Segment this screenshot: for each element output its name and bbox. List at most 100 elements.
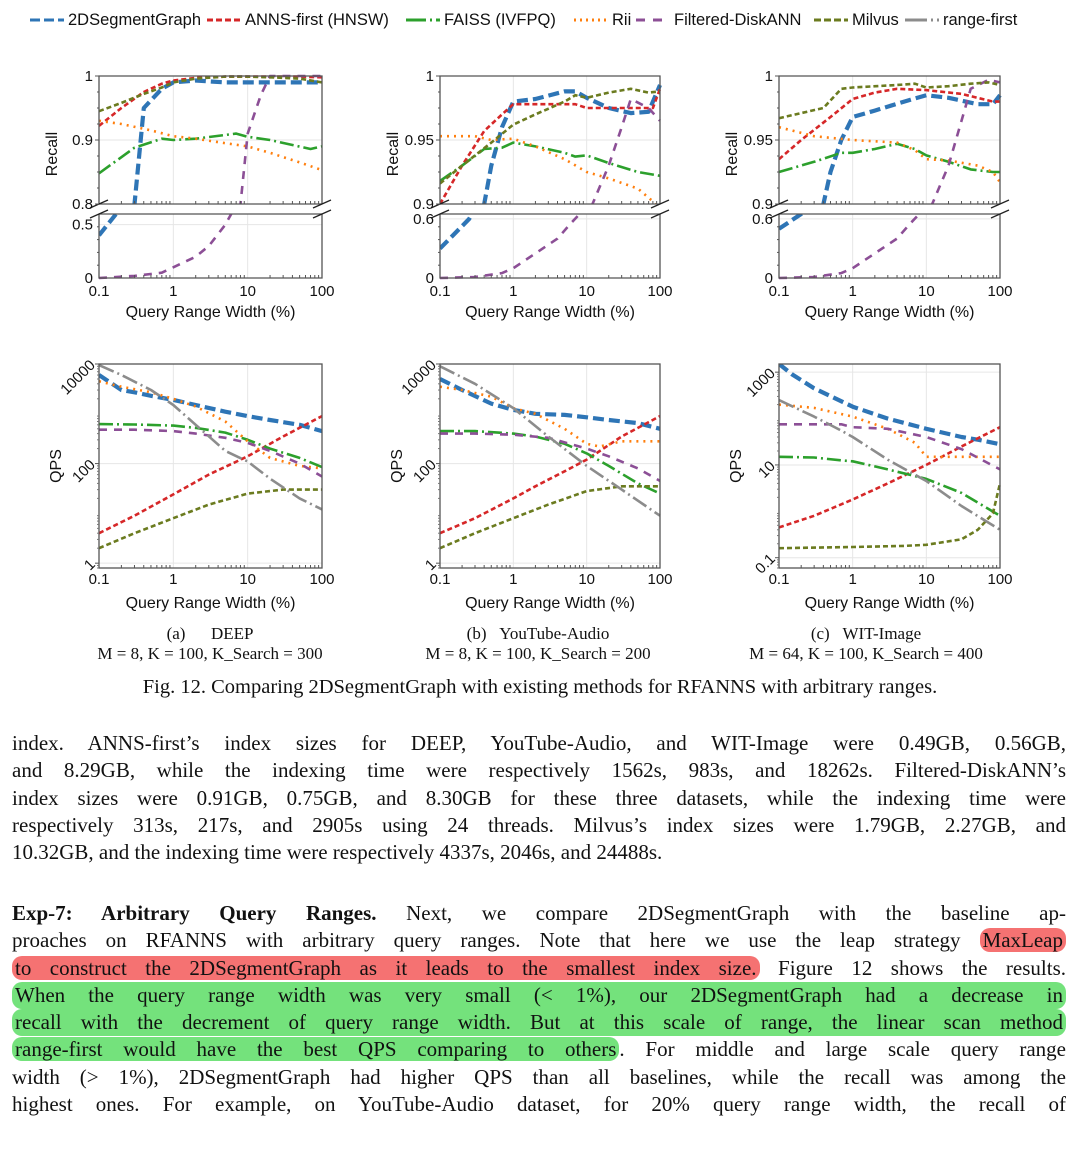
series-line-faiss-ivfpq- bbox=[779, 455, 1001, 517]
figure-caption: Fig. 12. Comparing 2DSegmentGraph with e… bbox=[142, 676, 938, 698]
x-axis-label: Query Range Width (%) bbox=[126, 304, 296, 321]
series-line-faiss-ivfpq- bbox=[440, 429, 661, 495]
section-heading: Exp-7: Arbitrary Query Ranges. bbox=[12, 901, 377, 925]
x-tick-label: 0.1 bbox=[430, 283, 451, 300]
y-axis-label: QPS bbox=[728, 449, 745, 483]
subcaption-label: (c) bbox=[810, 624, 830, 643]
x-tick-label: 10 bbox=[578, 571, 595, 588]
y-tick-label: 100 bbox=[69, 456, 99, 486]
series-line-filtered-diskann-lower bbox=[779, 214, 921, 280]
text-line: to construct the 2DSegmentGraph as it le… bbox=[12, 955, 1066, 982]
y-tick-label: 1 bbox=[85, 68, 93, 85]
y-tick-label: 0.5 bbox=[72, 217, 93, 234]
y-axis-label: Recall bbox=[724, 132, 741, 176]
text-span: . For middle and large scale query range bbox=[619, 1037, 1066, 1062]
series-line-filtered-diskann-lower bbox=[99, 214, 233, 280]
text-span: Figure 12 shows the results. bbox=[759, 955, 1067, 980]
series-line-anns-first-hnsw- bbox=[779, 87, 1000, 161]
x-tick-label: 10 bbox=[918, 571, 935, 588]
highlight-green: When the query range width was very smal… bbox=[12, 981, 1066, 1010]
subcaption-dataset: DEEP bbox=[210, 624, 254, 643]
series-line-milvus bbox=[779, 81, 1001, 120]
x-tick-label: 1 bbox=[169, 283, 177, 300]
x-tick-label: 10 bbox=[239, 571, 256, 588]
chart-legend: 2DSegmentGraph ANNS-first (HNSW) FAISS (… bbox=[0, 10, 1080, 42]
y-tick-label: 0.6 bbox=[752, 211, 773, 228]
axis-frame-lower bbox=[98, 214, 323, 279]
series-line-faiss-ivfpq--lower bbox=[99, 181, 322, 188]
series-line-filtered-diskann bbox=[779, 422, 1001, 471]
series-line-faiss-ivfpq- bbox=[779, 142, 1000, 174]
axis-break-mark bbox=[650, 199, 670, 209]
subcaption-b: (b) YouTube-Audio M = 8, K = 100, K_Sear… bbox=[388, 624, 688, 664]
subcaption-dataset: YouTube-Audio bbox=[499, 624, 610, 643]
subcaption-params: M = 8, K = 100, K_Search = 200 bbox=[425, 644, 651, 663]
axis-break-mark bbox=[650, 209, 670, 219]
highlight-green: recall with the decrement of query range… bbox=[12, 1009, 1066, 1037]
series-line-anns-first-hnsw- bbox=[99, 414, 323, 535]
text-line: width (> 1%), 2DSegmentGraph had higher … bbox=[12, 1064, 1066, 1089]
y-tick-label: 1 bbox=[426, 68, 434, 85]
y-axis-label: Recall bbox=[44, 132, 61, 176]
series-line-2dsegmentgraph bbox=[99, 373, 323, 434]
series-line-filtered-diskann-lower bbox=[440, 214, 582, 280]
y-tick-label: 10000 bbox=[57, 357, 99, 399]
subcaption-a: (a) DEEP M = 8, K = 100, K_Search = 300 bbox=[60, 624, 360, 664]
text-line: Exp-7: Arbitrary Query Ranges. Next, we … bbox=[12, 900, 1066, 927]
text-line: proaches on RFANNS with arbitrary query … bbox=[12, 927, 1066, 954]
series-line-faiss-ivfpq- bbox=[99, 422, 323, 469]
x-axis-label: Query Range Width (%) bbox=[805, 304, 975, 321]
axis-break-mark bbox=[990, 199, 1010, 209]
series-line-anns-first-hnsw- bbox=[440, 414, 661, 535]
x-axis-label: Query Range Width (%) bbox=[126, 595, 296, 612]
subcaption-params: M = 64, K = 100, K_Search = 400 bbox=[749, 644, 983, 663]
legend-label: ANNS-first (HNSW) bbox=[245, 10, 389, 29]
text-line: recall with the decrement of query range… bbox=[12, 1009, 1066, 1037]
text-span: proaches on RFANNS with arbitrary query … bbox=[12, 928, 980, 953]
series-line-2dsegmentgraph bbox=[440, 377, 661, 431]
series-line-rii bbox=[779, 403, 1000, 459]
series-line-filtered-diskann bbox=[591, 97, 661, 204]
series-line-rii-lower bbox=[779, 184, 1000, 188]
x-tick-label: 100 bbox=[309, 571, 334, 588]
text-line: index sizes were 0.91GB, 0.75GB, and 8.3… bbox=[12, 785, 1066, 810]
legend-swatch-rii bbox=[574, 18, 608, 22]
text-line: index. ANNS-first’s index sizes for DEEP… bbox=[12, 731, 1066, 755]
legend-label: Rii bbox=[612, 10, 632, 29]
y-tick-label: 100 bbox=[410, 456, 440, 486]
x-tick-label: 0.1 bbox=[89, 571, 110, 588]
y-tick-label: 0.9 bbox=[413, 196, 434, 213]
legend-label: Milvus bbox=[852, 10, 899, 29]
series-line-filtered-diskann bbox=[99, 428, 323, 478]
text-line: and 8.29GB, while the indexing time were… bbox=[12, 758, 1066, 783]
series-line-anns-first-hnsw--lower bbox=[99, 171, 322, 179]
y-tick-label: 0.9 bbox=[72, 132, 93, 149]
y-tick-label: 1000 bbox=[743, 365, 779, 401]
series-line-milvus bbox=[440, 484, 660, 550]
x-tick-label: 1 bbox=[509, 283, 517, 300]
x-axis-label: Query Range Width (%) bbox=[465, 304, 635, 321]
x-tick-label: 1 bbox=[848, 283, 856, 300]
legend-swatch-faiss bbox=[406, 18, 440, 22]
axis-break-mark bbox=[312, 199, 332, 209]
series-line-rii-lower bbox=[99, 179, 322, 187]
x-tick-label: 0.1 bbox=[769, 571, 790, 588]
text-line: highest ones. For example, on YouTube-Au… bbox=[12, 1092, 1066, 1117]
highlight-red: MaxLeap bbox=[979, 928, 1066, 953]
highlight-green: range-first would have the best QPS comp… bbox=[12, 1037, 620, 1062]
text-span: Next, we compare 2DSegmentGraph with the… bbox=[376, 901, 1066, 925]
series-line-2dsegmentgraph bbox=[779, 364, 1001, 447]
legend-item-faiss: FAISS (IVFPQ) bbox=[404, 10, 556, 30]
text-line: range-first would have the best QPS comp… bbox=[12, 1036, 1066, 1063]
series-line-milvus bbox=[99, 75, 323, 113]
legend-swatch-milvus bbox=[814, 18, 848, 22]
subcaption-label: (a) bbox=[166, 624, 186, 643]
text-line: When the query range width was very smal… bbox=[12, 981, 1066, 1010]
series-line-anns-first-hnsw- bbox=[779, 426, 1001, 529]
series-line-anns-first-hnsw--lower bbox=[779, 181, 1000, 186]
x-tick-label: 10 bbox=[918, 283, 935, 300]
